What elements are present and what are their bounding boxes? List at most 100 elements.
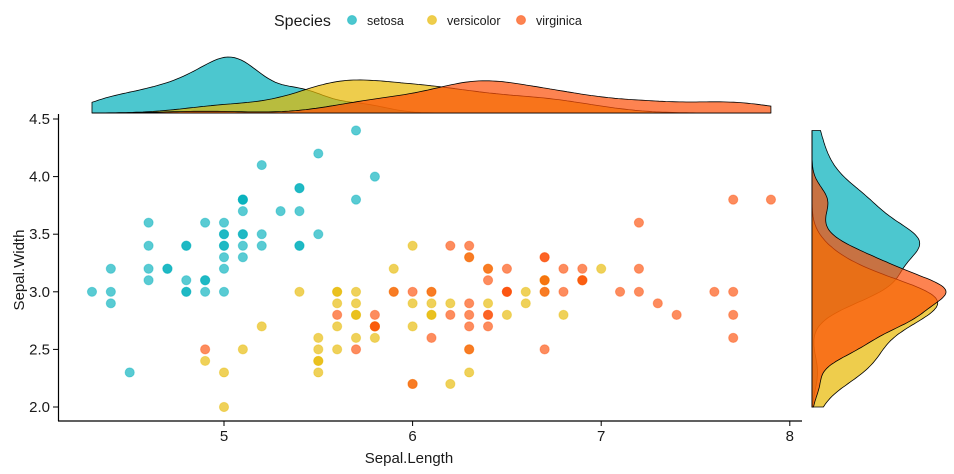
point-setosa: [350, 194, 362, 205]
point-versicolor: [369, 332, 380, 343]
point-virginica: [407, 378, 418, 390]
point-setosa: [143, 217, 154, 228]
point-setosa: [105, 298, 116, 309]
point-virginica: [539, 286, 550, 297]
point-virginica: [464, 344, 475, 355]
point-setosa: [294, 206, 305, 217]
point-setosa: [200, 217, 211, 228]
point-virginica: [539, 344, 550, 355]
legend-label-setosa: setosa: [367, 14, 404, 28]
y-axis-title: Sepal.Width: [11, 230, 28, 311]
point-virginica: [558, 263, 569, 274]
point-setosa: [256, 229, 267, 240]
point-virginica: [445, 240, 456, 251]
point-versicolor: [332, 321, 343, 332]
point-virginica: [369, 321, 380, 332]
point-setosa: [313, 148, 324, 159]
top-marginal-density: [91, 56, 772, 114]
point-setosa: [181, 286, 192, 297]
point-setosa: [256, 159, 267, 171]
point-virginica: [501, 263, 512, 274]
point-versicolor: [313, 332, 324, 343]
point-virginica: [577, 263, 588, 274]
point-virginica: [369, 309, 380, 320]
point-virginica: [482, 321, 494, 332]
point-setosa: [124, 367, 135, 378]
y-tick-label: 4.0: [29, 169, 50, 186]
y-tick-label: 2.5: [29, 341, 50, 358]
legend: Species setosa versicolor virginica: [274, 13, 582, 30]
point-versicolor: [520, 298, 531, 309]
point-virginica: [728, 286, 739, 297]
point-setosa: [237, 194, 248, 205]
point-virginica: [539, 275, 550, 286]
point-setosa: [218, 240, 230, 251]
point-virginica: [407, 286, 418, 297]
point-setosa: [369, 171, 380, 182]
point-setosa: [237, 240, 248, 251]
point-virginica: [671, 309, 682, 320]
point-virginica: [482, 309, 494, 320]
point-virginica: [332, 309, 343, 320]
point-versicolor: [596, 263, 607, 274]
point-setosa: [350, 125, 362, 136]
x-tick-label: 5: [220, 428, 228, 445]
point-virginica: [445, 309, 456, 320]
point-virginica: [482, 263, 494, 274]
point-setosa: [237, 206, 248, 217]
point-versicolor: [445, 378, 456, 390]
point-setosa: [256, 240, 267, 251]
point-setosa: [218, 252, 230, 263]
point-setosa: [294, 183, 305, 194]
top-density-virginica: [91, 80, 772, 114]
x-tick-label: 7: [597, 428, 605, 445]
point-versicolor: [558, 309, 569, 320]
point-versicolor: [294, 286, 305, 297]
point-setosa: [200, 275, 211, 286]
point-versicolor: [350, 309, 362, 320]
legend-title: Species: [274, 13, 331, 30]
x-tick-label: 6: [408, 428, 416, 445]
point-virginica: [709, 286, 720, 297]
point-versicolor: [313, 344, 324, 355]
point-versicolor: [218, 367, 230, 378]
point-versicolor: [426, 298, 437, 309]
legend-key-versicolor: [427, 15, 437, 25]
y-tick-label: 2.0: [29, 399, 50, 416]
point-virginica: [539, 252, 550, 263]
point-virginica: [501, 286, 512, 297]
point-versicolor: [388, 263, 399, 274]
point-virginica: [633, 263, 645, 274]
point-setosa: [105, 263, 116, 274]
legend-label-versicolor: versicolor: [447, 14, 501, 28]
point-virginica: [464, 240, 475, 251]
point-virginica: [765, 194, 777, 205]
point-versicolor: [200, 355, 211, 367]
point-setosa: [294, 240, 305, 251]
point-virginica: [558, 286, 569, 297]
points: [86, 125, 777, 413]
y-tick-label: 3.0: [29, 284, 50, 301]
point-setosa: [162, 263, 173, 274]
point-virginica: [464, 298, 475, 309]
point-versicolor: [464, 367, 475, 378]
point-virginica: [728, 309, 739, 320]
point-setosa: [86, 286, 98, 297]
point-versicolor: [445, 298, 456, 309]
point-setosa: [143, 263, 154, 274]
point-virginica: [464, 309, 475, 320]
point-setosa: [237, 252, 248, 263]
legend-key-setosa: [347, 15, 357, 25]
point-virginica: [633, 217, 645, 228]
right-marginal-density: [811, 130, 947, 408]
y-ticks: 2.0 2.5 3.0 3.5 4.0 4.5: [29, 111, 59, 416]
point-versicolor: [407, 321, 418, 332]
point-virginica: [350, 344, 362, 355]
point-versicolor: [350, 286, 362, 297]
point-versicolor: [482, 298, 494, 309]
point-versicolor: [350, 332, 362, 343]
point-setosa: [143, 240, 154, 251]
y-tick-label: 4.5: [29, 111, 50, 128]
point-setosa: [218, 217, 230, 228]
point-setosa: [181, 240, 192, 251]
